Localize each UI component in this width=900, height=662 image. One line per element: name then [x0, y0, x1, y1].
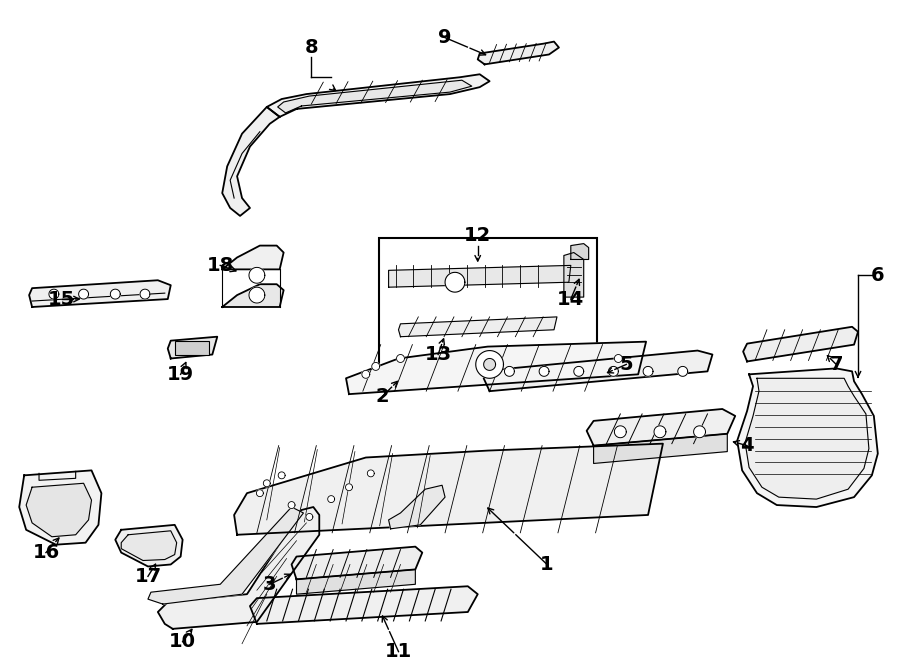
Polygon shape — [654, 426, 666, 438]
Polygon shape — [292, 547, 422, 579]
Polygon shape — [476, 351, 503, 378]
Polygon shape — [389, 265, 571, 287]
Text: 7: 7 — [830, 355, 843, 374]
Polygon shape — [571, 244, 589, 260]
Text: 16: 16 — [32, 543, 59, 562]
Polygon shape — [694, 426, 706, 438]
Polygon shape — [278, 80, 472, 113]
Polygon shape — [78, 289, 88, 299]
Polygon shape — [594, 434, 727, 463]
Text: 14: 14 — [557, 289, 584, 308]
Polygon shape — [346, 342, 646, 394]
Polygon shape — [140, 289, 150, 299]
Polygon shape — [399, 317, 557, 337]
Polygon shape — [743, 327, 858, 361]
Polygon shape — [122, 531, 176, 561]
Polygon shape — [115, 525, 183, 567]
Polygon shape — [249, 287, 265, 303]
Text: 4: 4 — [741, 436, 754, 455]
Polygon shape — [222, 107, 280, 216]
Text: 12: 12 — [464, 226, 491, 245]
Polygon shape — [615, 355, 622, 363]
Polygon shape — [256, 490, 264, 496]
Text: 9: 9 — [438, 28, 452, 47]
Text: 18: 18 — [207, 256, 234, 275]
Text: 5: 5 — [619, 355, 633, 374]
Polygon shape — [745, 378, 868, 499]
Polygon shape — [29, 280, 171, 307]
Polygon shape — [288, 502, 295, 508]
Polygon shape — [49, 289, 58, 299]
Polygon shape — [278, 472, 285, 479]
Polygon shape — [483, 351, 713, 391]
Polygon shape — [372, 363, 380, 370]
Polygon shape — [222, 246, 284, 269]
Polygon shape — [26, 483, 92, 537]
Polygon shape — [306, 514, 313, 520]
Text: 19: 19 — [167, 365, 194, 384]
Polygon shape — [389, 485, 445, 529]
Polygon shape — [148, 507, 303, 604]
Bar — [175, 341, 210, 355]
Polygon shape — [222, 284, 284, 307]
Polygon shape — [250, 587, 478, 624]
Polygon shape — [167, 337, 217, 359]
Polygon shape — [483, 359, 496, 370]
Polygon shape — [564, 252, 584, 297]
Polygon shape — [158, 507, 320, 629]
Polygon shape — [608, 366, 618, 376]
Text: 13: 13 — [425, 345, 452, 364]
Polygon shape — [266, 74, 490, 117]
Bar — [379, 238, 597, 376]
Polygon shape — [264, 480, 270, 487]
Text: 10: 10 — [169, 632, 196, 651]
Polygon shape — [574, 366, 584, 376]
Polygon shape — [615, 426, 626, 438]
Text: 15: 15 — [49, 289, 76, 308]
Polygon shape — [346, 484, 353, 491]
Polygon shape — [111, 289, 121, 299]
Polygon shape — [19, 471, 102, 545]
Polygon shape — [296, 569, 415, 594]
Polygon shape — [249, 267, 265, 283]
Polygon shape — [505, 366, 515, 376]
Polygon shape — [367, 470, 374, 477]
Text: 1: 1 — [540, 555, 554, 574]
Text: 2: 2 — [376, 387, 390, 406]
Polygon shape — [362, 370, 370, 378]
Text: 6: 6 — [871, 266, 885, 285]
Text: 11: 11 — [385, 642, 412, 661]
Polygon shape — [328, 496, 335, 502]
Polygon shape — [478, 42, 559, 64]
Polygon shape — [234, 444, 663, 535]
Polygon shape — [737, 368, 878, 507]
Polygon shape — [397, 355, 404, 363]
Polygon shape — [539, 366, 549, 376]
Polygon shape — [678, 366, 688, 376]
Polygon shape — [446, 272, 465, 292]
Text: 17: 17 — [134, 567, 161, 586]
Polygon shape — [587, 409, 735, 446]
Text: 8: 8 — [304, 38, 319, 57]
Polygon shape — [644, 366, 653, 376]
Text: 3: 3 — [263, 575, 276, 594]
